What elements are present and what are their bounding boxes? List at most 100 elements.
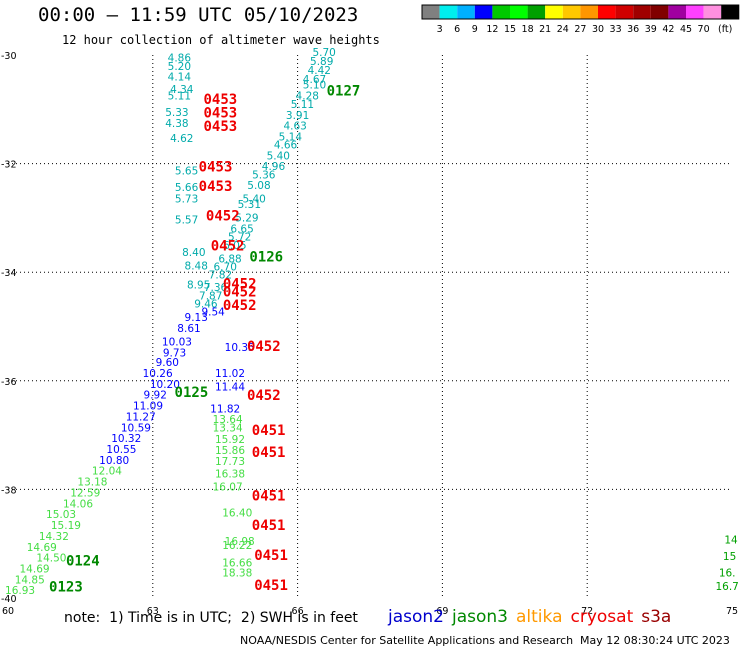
pass-label: 0451	[252, 445, 286, 461]
footnote: note: 1) Time is in UTC; 2) SWH is in fe…	[64, 610, 358, 626]
pass-labels: 0453045304530453045304520452045204520452…	[49, 84, 360, 596]
color-scale-label: 24	[557, 24, 569, 35]
wave-height-value: 5.33	[165, 107, 188, 119]
wave-height-value: 5.08	[247, 180, 270, 192]
credit-line: NOAA/NESDIS Center for Satellite Applica…	[240, 634, 574, 647]
pass-label: 0452	[223, 298, 257, 314]
wave-height-value: 14.85	[15, 574, 45, 586]
color-scale-label: 3	[437, 24, 443, 35]
wave-height-points: 5.705.894.424.675.104.285.113.914.635.14…	[5, 47, 739, 597]
color-scale-bar	[421, 4, 740, 20]
color-swatch	[686, 5, 704, 19]
wave-height-value: 15.92	[215, 434, 245, 446]
x-tick-label: 75	[726, 606, 738, 617]
color-scale-label: 45	[680, 24, 692, 35]
legend-item-altika: altika	[516, 607, 563, 627]
wave-height-value: 6.70	[214, 262, 237, 274]
wave-height-value: 15.03	[46, 509, 76, 521]
wave-height-value: 5.10	[303, 80, 326, 92]
wave-height-value: 15.86	[215, 445, 245, 457]
wave-height-value: 11.02	[215, 368, 245, 380]
wave-height-value: 10.32	[111, 433, 141, 445]
wave-height-value: 6.88	[218, 253, 241, 265]
wave-height-value: 4.96	[262, 161, 286, 173]
wave-height-value: 18.38	[222, 567, 252, 579]
wave-height-value: 7.82	[209, 270, 232, 282]
wave-height-value: 8.61	[177, 323, 200, 335]
pass-label: 0453	[204, 105, 238, 121]
wave-height-value: 10.80	[99, 455, 129, 467]
wave-height-value: 5.40	[267, 150, 290, 162]
color-swatch	[633, 5, 651, 19]
wave-height-value: 14.06	[63, 498, 93, 510]
pass-label: 0452	[247, 388, 281, 404]
wave-height-value: 16.07	[213, 481, 243, 493]
wave-height-value: 5.72	[228, 232, 251, 244]
x-tick-label: 66	[292, 606, 304, 617]
color-scale-label: 9	[472, 24, 478, 35]
y-tick-label: -30	[1, 51, 17, 62]
wave-height-value: 4.66	[274, 139, 298, 151]
color-bar-border	[421, 4, 740, 20]
color-swatch	[439, 5, 458, 19]
wave-height-value: 11.09	[133, 401, 163, 413]
pass-label: 0452	[247, 339, 281, 355]
wave-height-value: 4.34	[170, 84, 194, 96]
wave-height-value: 5.65	[175, 165, 198, 177]
axis-tick-labels: 60 63 66 69 72 75 -30 -32 -34 -36 -38 -40	[1, 51, 738, 617]
wave-height-value: 14.50	[36, 553, 66, 565]
wave-height-value: 5.36	[252, 169, 276, 181]
color-scale-label: 15	[504, 24, 516, 35]
wave-height-value: 9.13	[185, 312, 208, 324]
wave-height-value: 11.82	[210, 403, 240, 415]
wave-height-value: 5.57	[175, 214, 198, 226]
wave-height-value: 10.35	[225, 342, 255, 354]
color-swatch	[703, 5, 722, 19]
wave-height-value: 9.46	[194, 298, 218, 310]
y-tick-label: -40	[1, 594, 17, 605]
wave-height-value: 12.04	[92, 466, 122, 478]
grid-lines	[8, 55, 732, 598]
color-swatch	[492, 5, 510, 19]
wave-height-value: 16.93	[5, 585, 35, 597]
pass-label: 0453	[204, 119, 238, 135]
pass-label: 0126	[249, 249, 283, 265]
wave-height-value: 10.26	[143, 368, 173, 380]
wave-height-value: 14.32	[39, 531, 69, 543]
pass-label: 0452	[223, 276, 257, 292]
wave-height-value: 10.03	[162, 337, 192, 349]
color-scale-label: 70	[698, 24, 710, 35]
color-swatch	[580, 5, 598, 19]
color-scale-label: 21	[539, 24, 551, 35]
wave-height-value: 13.64	[213, 414, 243, 426]
wave-height-value: 16.66	[222, 558, 252, 570]
x-tick-label: 72	[581, 606, 593, 617]
pass-label: 0453	[204, 92, 238, 108]
wave-height-value: 5.11	[168, 91, 191, 103]
wave-height-value: 4.67	[303, 74, 326, 86]
pass-label: 0452	[211, 238, 245, 254]
x-tick-label: 63	[147, 606, 159, 617]
wave-height-value: 8.40	[182, 247, 205, 259]
wave-height-value: 5.31	[238, 199, 261, 211]
color-scale-label: 36	[627, 24, 639, 35]
wave-height-value: 4.42	[308, 65, 331, 77]
x-tick-label: 60	[2, 606, 14, 617]
wave-height-value: 13.18	[77, 477, 107, 489]
color-scale-label: 12	[486, 24, 498, 35]
wave-height-value: 10.20	[150, 379, 180, 391]
wave-height-value: 11.27	[126, 411, 156, 423]
wave-height-value: 16.	[719, 567, 736, 579]
color-swatch	[422, 5, 440, 19]
timestamp: May 12 08:30:24 UTC 2023	[580, 634, 730, 647]
satellite-legend: jason2 jason3 altika cryosat s3a	[388, 607, 679, 627]
pass-label: 0124	[66, 553, 100, 569]
wave-height-value: 5.73	[175, 194, 198, 206]
pass-label: 0452	[223, 285, 257, 301]
pass-label: 0451	[254, 548, 288, 564]
wave-height-value: 5.11	[291, 99, 314, 111]
wave-height-value: 4.14	[168, 72, 192, 84]
wave-height-value: 16.40	[222, 508, 252, 520]
wave-height-value: 9.92	[144, 390, 167, 402]
wave-height-value: 13.34	[213, 422, 243, 434]
